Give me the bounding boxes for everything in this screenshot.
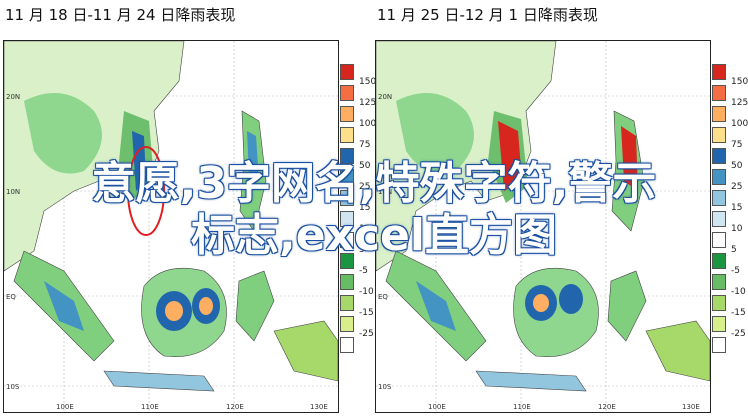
legend-swatch: -5 <box>712 253 740 276</box>
lat-label: 10N <box>378 188 393 196</box>
legend-swatch: 150 <box>712 64 748 87</box>
legend-swatch: -25 <box>340 316 374 339</box>
legend-swatch: 10 <box>712 211 742 234</box>
legend-swatch: 150 <box>340 64 376 87</box>
lat-label: 20N <box>6 93 21 101</box>
legend-level-label: 100 <box>359 119 377 129</box>
legend-swatch <box>340 337 354 353</box>
legend-swatch: 100 <box>712 106 748 129</box>
legend-2: 150 125 100 75 50 25 15 10 5 -5 -10 -15 -25 <box>712 64 748 358</box>
legend-level-label: -5 <box>731 266 740 276</box>
legend-swatch <box>712 337 726 353</box>
legend-level-label: -5 <box>359 266 368 276</box>
legend-swatch: 25 <box>712 169 742 192</box>
lat-label: 10S <box>378 383 392 391</box>
lat-label: EQ <box>378 293 388 301</box>
rainfall-map-panel-1: 20N 10N EQ 10S 100E 110E 120E 130E <box>3 40 339 413</box>
legend-level-label: 25 <box>731 182 743 192</box>
legend-level-label: 150 <box>359 77 377 87</box>
lat-label: 10S <box>6 383 20 391</box>
legend-level-label: 125 <box>731 98 748 108</box>
legend-swatch: 10 <box>340 211 370 234</box>
legend-swatch: 15 <box>340 190 370 213</box>
legend-level-label: 100 <box>731 119 748 129</box>
legend-swatch: 5 <box>340 232 365 255</box>
legend-level-label: 5 <box>359 245 365 255</box>
legend-level-label: 150 <box>731 77 748 87</box>
legend-level-label: 10 <box>359 224 371 234</box>
lon-label: 110E <box>141 403 159 411</box>
legend-swatch: -25 <box>712 316 746 339</box>
legend-level-label: -15 <box>731 308 746 318</box>
legend-level-label: -25 <box>731 329 746 339</box>
legend-swatch: -15 <box>340 295 374 318</box>
legend-level-label: 50 <box>359 161 371 171</box>
panel-1-title: 11 月 18 日-11 月 24 日降雨表现 <box>5 6 236 24</box>
legend-level-label: 25 <box>359 182 371 192</box>
legend-level-label: 75 <box>359 140 371 150</box>
legend-swatch: 50 <box>712 148 742 171</box>
lat-label: 10N <box>6 188 21 196</box>
lon-label: 120E <box>226 403 244 411</box>
legend-swatch: 15 <box>712 190 742 213</box>
lon-label: 110E <box>513 403 531 411</box>
rainfall-map-2 <box>376 41 710 412</box>
legend-swatch: -5 <box>340 253 368 276</box>
legend-swatch: -10 <box>340 274 374 297</box>
legend-level-label: 50 <box>731 161 743 171</box>
lat-label: 20N <box>378 93 393 101</box>
legend-swatch: 75 <box>340 127 370 150</box>
legend-swatch: 125 <box>340 85 376 108</box>
legend-1: 150 125 100 75 50 25 15 10 5 -5 -10 -15 -25 <box>340 64 376 358</box>
legend-level-label: 125 <box>359 98 377 108</box>
lon-label: 130E <box>310 403 328 411</box>
legend-swatch: 25 <box>340 169 370 192</box>
rainfall-map-panel-2: 20N 10N EQ 10S 100E 110E 120E 130E <box>375 40 711 413</box>
lon-label: 100E <box>428 403 446 411</box>
legend-level-label: -15 <box>359 308 374 318</box>
legend-level-label: 15 <box>731 203 743 213</box>
legend-level-label: -10 <box>731 287 746 297</box>
legend-level-label: 10 <box>731 224 743 234</box>
lat-label: EQ <box>6 293 16 301</box>
legend-swatch: 100 <box>340 106 376 129</box>
legend-swatch: -10 <box>712 274 746 297</box>
lon-label: 130E <box>682 403 700 411</box>
panel-2-title: 11 月 25 日-12 月 1 日降雨表现 <box>377 6 598 24</box>
legend-level-label: -10 <box>359 287 374 297</box>
legend-level-label: -25 <box>359 329 374 339</box>
legend-swatch: 50 <box>340 148 370 171</box>
legend-swatch: 5 <box>712 232 737 255</box>
lon-label: 120E <box>598 403 616 411</box>
legend-level-label: 75 <box>731 140 743 150</box>
rainfall-map-1 <box>4 41 338 412</box>
legend-swatch: 75 <box>712 127 742 150</box>
legend-level-label: 15 <box>359 203 371 213</box>
legend-swatch: 125 <box>712 85 748 108</box>
lon-label: 100E <box>56 403 74 411</box>
legend-swatch: -15 <box>712 295 746 318</box>
legend-level-label: 5 <box>731 245 737 255</box>
